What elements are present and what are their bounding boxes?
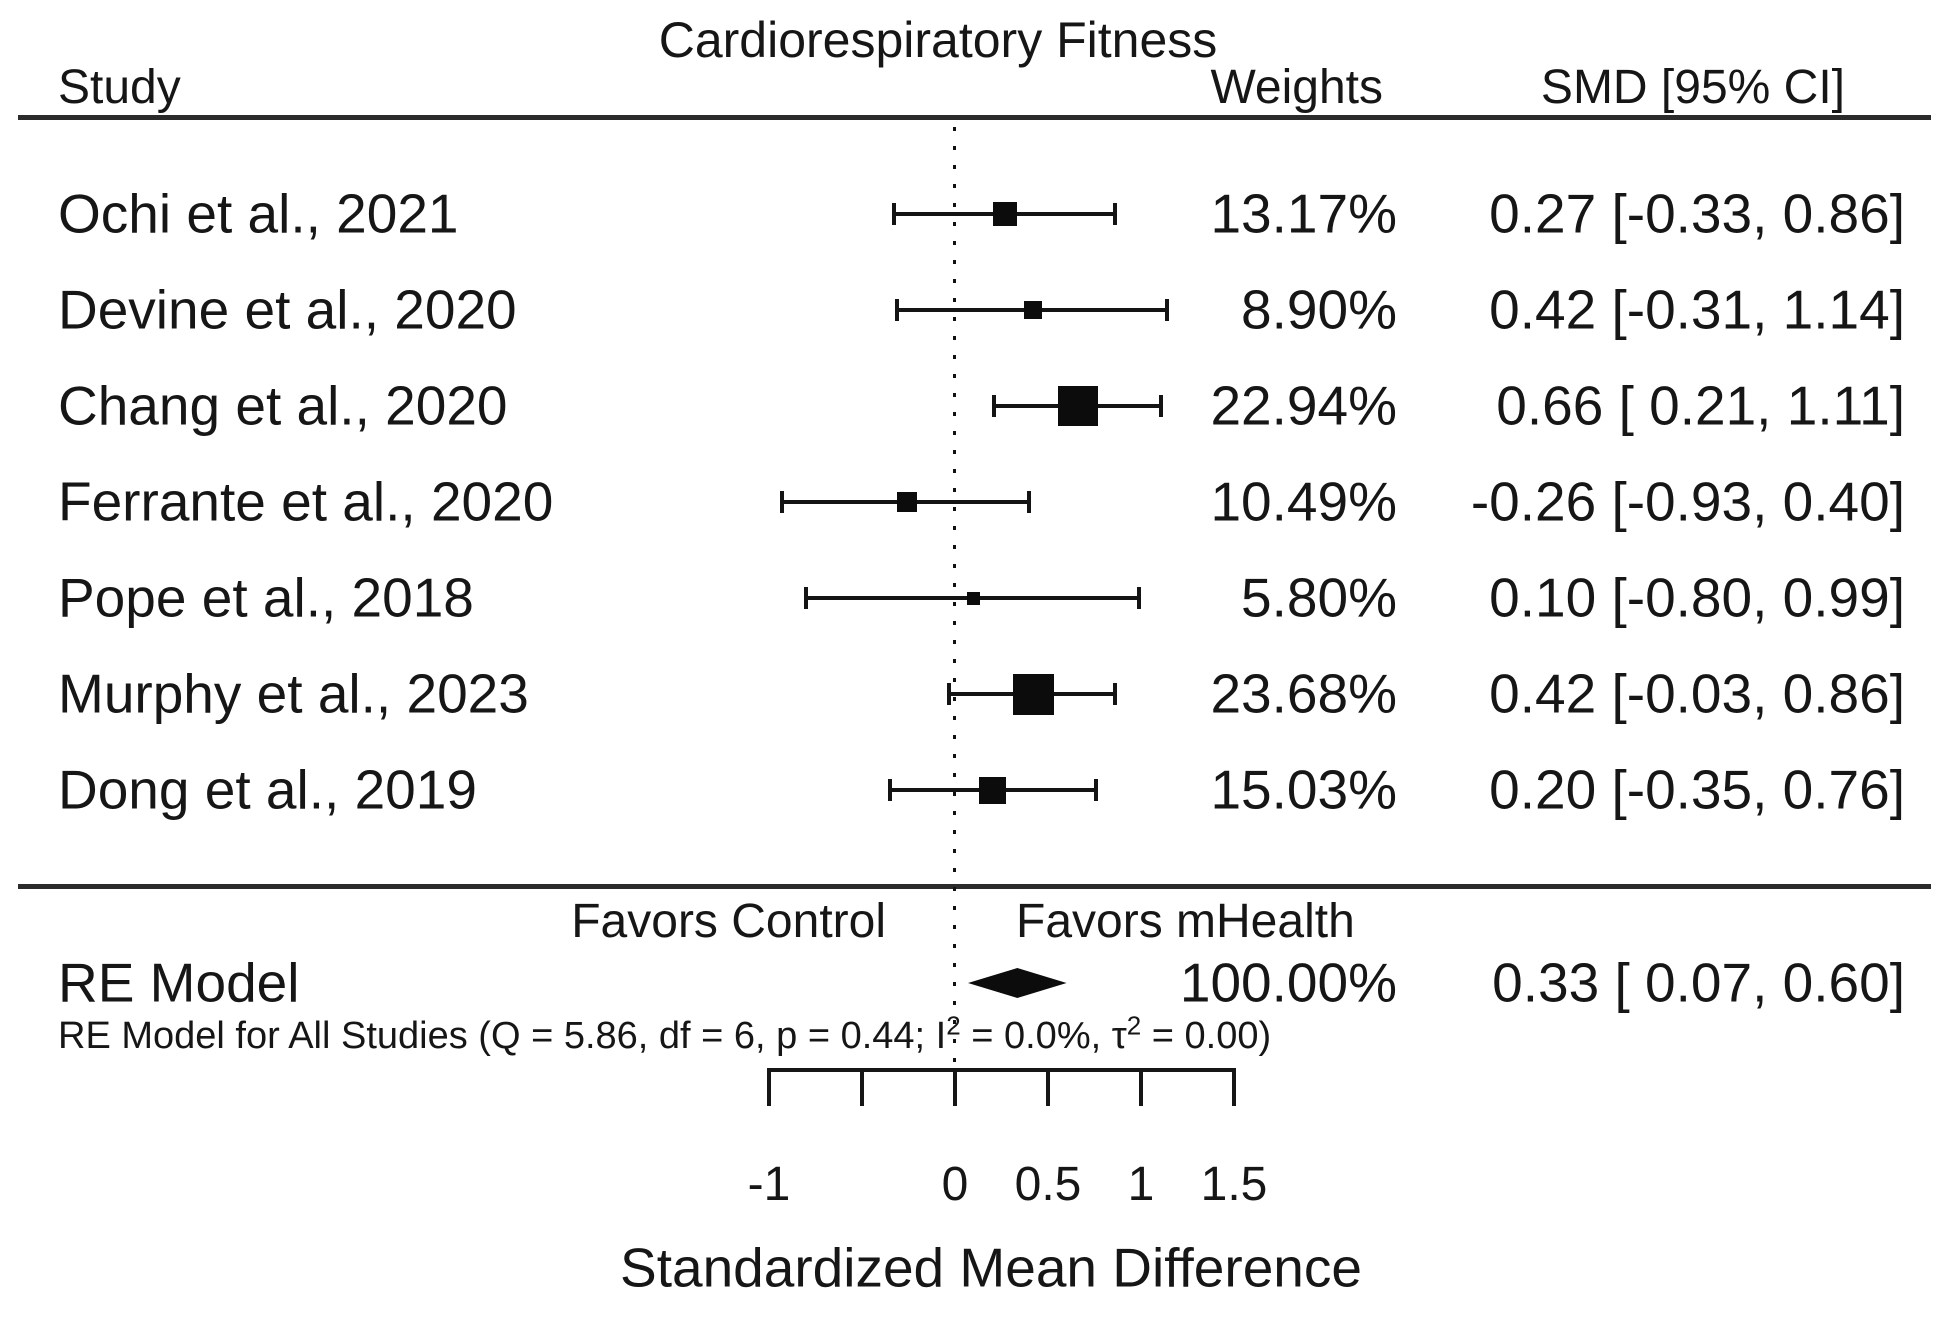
summary-smd-value: 0.33 [ 0.07, 0.60]: [1492, 951, 1905, 1014]
heterogeneity-note-prefix: RE Model for All Studies (Q = 5.86, df =…: [58, 1015, 947, 1057]
effect-square: [1057, 386, 1098, 426]
heterogeneity-note-sup2: 2: [1126, 1010, 1142, 1041]
header-rule: [18, 115, 1931, 120]
re-model-label: RE Model: [58, 951, 300, 1014]
x-axis-tick: [1046, 1068, 1050, 1106]
chart-title: Cardiorespiratory Fitness: [658, 12, 1218, 68]
x-axis-line: [767, 1068, 1236, 1072]
smd-ci-value: 0.42 [-0.31, 1.14]: [1489, 278, 1905, 341]
weight-value: 23.68%: [1210, 662, 1397, 725]
ci-cap-right: [1159, 395, 1164, 417]
weight-value: 22.94%: [1210, 374, 1397, 437]
effect-square: [978, 776, 1006, 804]
study-label: Pope et al., 2018: [58, 566, 474, 629]
favors-control-label: Favors Control: [571, 895, 886, 948]
weight-value: 8.90%: [1241, 278, 1397, 341]
study-label: Murphy et al., 2023: [58, 662, 529, 725]
column-header-weights: Weights: [1210, 61, 1383, 114]
smd-ci-value: 0.42 [-0.03, 0.86]: [1489, 662, 1905, 725]
smd-ci-value: 0.66 [ 0.21, 1.11]: [1496, 374, 1905, 437]
weight-value: 5.80%: [1241, 566, 1397, 629]
column-header-study: Study: [58, 61, 181, 114]
heterogeneity-note-suffix: = 0.00): [1141, 1015, 1272, 1057]
ci-cap-left: [895, 299, 900, 321]
x-axis-tick: [860, 1068, 864, 1106]
ci-cap-right: [1112, 203, 1117, 225]
column-header-smd-ci: SMD [95% CI]: [1540, 61, 1845, 114]
ci-cap-right: [1027, 491, 1032, 513]
ci-cap-left: [780, 491, 785, 513]
x-axis-tick-label: 0.5: [1014, 1158, 1082, 1211]
ci-cap-left: [891, 203, 896, 225]
ci-cap-right: [1137, 587, 1142, 609]
favors-mhealth-label: Favors mHealth: [1016, 895, 1355, 948]
x-axis-tick: [1139, 1068, 1143, 1106]
effect-square: [993, 202, 1018, 226]
ci-cap-right: [1165, 299, 1170, 321]
ci-cap-left: [804, 587, 809, 609]
weight-value: 10.49%: [1210, 470, 1397, 533]
study-label: Devine et al., 2020: [58, 278, 517, 341]
summary-rule: [18, 884, 1931, 889]
x-axis-title: Standardized Mean Difference: [620, 1236, 1362, 1299]
ci-cap-right: [1112, 683, 1117, 705]
smd-ci-value: 0.27 [-0.33, 0.86]: [1489, 182, 1905, 245]
heterogeneity-note-sup1: 2: [946, 1010, 961, 1041]
study-label: Chang et al., 2020: [58, 374, 508, 437]
effect-square: [896, 492, 917, 512]
study-label: Dong et al., 2019: [58, 758, 477, 821]
smd-ci-value: 0.10 [-0.80, 0.99]: [1489, 566, 1905, 629]
x-axis-tick-label: 1: [1127, 1158, 1155, 1211]
summary-weight-value: 100.00%: [1179, 951, 1397, 1014]
smd-ci-value: -0.26 [-0.93, 0.40]: [1470, 470, 1905, 533]
study-label: Ochi et al., 2021: [58, 182, 459, 245]
study-label: Ferrante et al., 2020: [58, 470, 554, 533]
heterogeneity-note-mid: = 0.0%, τ: [960, 1015, 1127, 1057]
x-axis-tick-label: 0: [941, 1158, 969, 1211]
effect-square: [1012, 673, 1054, 715]
weight-value: 13.17%: [1210, 182, 1397, 245]
x-axis-tick: [767, 1068, 771, 1106]
x-axis-tick: [1232, 1068, 1236, 1106]
effect-square: [1024, 301, 1043, 319]
x-axis-tick-label: 1.5: [1200, 1158, 1268, 1211]
x-axis-tick: [953, 1068, 957, 1106]
effect-square: [967, 591, 981, 605]
heterogeneity-note: RE Model for All Studies (Q = 5.86, df =…: [58, 1012, 1272, 1057]
smd-ci-value: 0.20 [-0.35, 0.76]: [1489, 758, 1905, 821]
ci-cap-left: [992, 395, 997, 417]
ci-cap-left: [947, 683, 952, 705]
weight-value: 15.03%: [1210, 758, 1397, 821]
x-axis-tick-label: -1: [747, 1158, 791, 1211]
ci-cap-right: [1094, 779, 1099, 801]
ci-cap-left: [887, 779, 892, 801]
